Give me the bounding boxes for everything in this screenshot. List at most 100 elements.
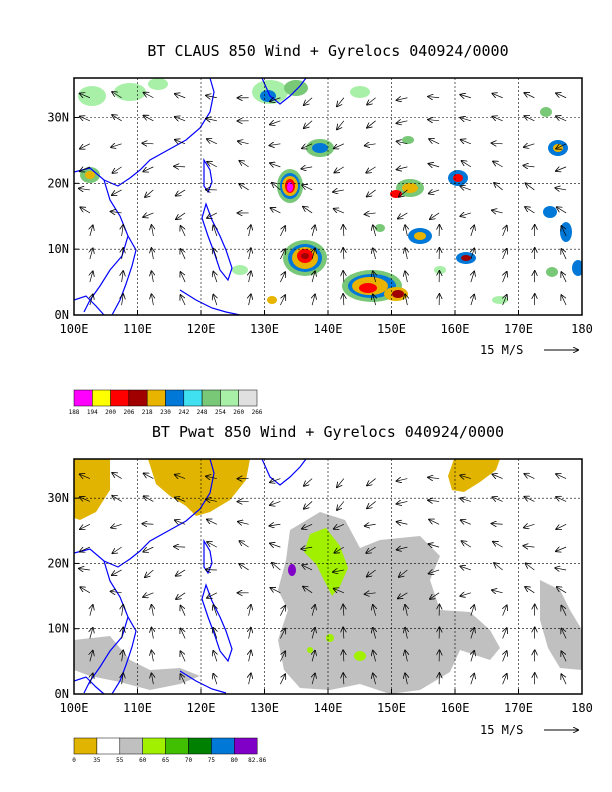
chart-1-wind-vectors [79,92,567,306]
wind-vector [471,295,474,306]
wind-vector [312,674,315,685]
wind-vector [503,226,507,237]
colorbar-label: 55 [116,757,124,764]
wind-vector [365,593,376,594]
wind-vector [525,207,535,214]
wind-vector [524,474,535,479]
colorbar-swatch [238,389,258,407]
wind-vector [492,497,503,501]
wind-vector [365,213,376,214]
wind-vector [337,120,345,130]
colorbar-label: 254 [215,409,226,416]
wind-vector [206,95,217,97]
chart-1-colorbar: 188 194 200 206 218 230 242 248 254 260 266 [69,389,263,416]
wind-vector [343,673,344,685]
x-tick-label: 180 [571,701,593,715]
wind-vector [461,140,472,144]
wind-vector [460,213,471,216]
wind-vector [556,143,567,149]
wind-vector [429,190,440,194]
wind-vector [269,524,281,526]
wind-vector [503,605,507,616]
chart-1-cloud-shading [78,78,582,304]
y-tick-label: 30N [47,111,69,125]
wind-vector [397,121,408,123]
wind-vector [122,628,124,639]
colorbar-label: 200 [105,409,116,416]
wind-vector [556,93,567,99]
colorbar-label: 230 [160,409,171,416]
wind-vector [206,499,217,501]
wind-vector [249,651,251,662]
wind-vector [144,116,154,122]
wind-vector [270,543,281,547]
wind-vector [272,183,281,191]
wind-vector [373,225,376,237]
wind-vector [80,143,91,149]
wind-vector [122,605,124,616]
wind-vector [280,629,285,639]
wind-vector [238,522,249,525]
wind-vector [180,272,186,283]
wind-vector [272,563,281,571]
wind-vector [90,295,93,306]
wind-vector [503,249,507,260]
wind-vector [556,474,567,479]
wind-vector [405,628,407,639]
wind-vector [142,143,154,144]
wind-vector [90,674,93,685]
wind-vector [366,546,376,553]
wind-vector [471,651,474,662]
colorbar-swatch [201,389,221,407]
wind-vector [144,93,154,99]
y-tick-label: 20N [47,556,69,570]
wind-vector [112,166,122,173]
wind-vector [270,479,281,483]
wind-vector [471,226,474,237]
wind-vector [492,210,503,213]
wind-vector [405,605,407,616]
wind-vector [556,547,567,551]
wind-vector [460,186,471,190]
wind-vector [145,189,154,197]
wind-vector [180,226,186,237]
wind-vector [151,605,153,616]
wind-vector [428,120,440,121]
wind-vector [80,93,91,97]
x-tick-label: 120E [187,322,216,336]
wind-vector [397,479,408,481]
wind-vector [428,477,440,478]
colorbar-swatch [234,737,258,755]
wind-vector [151,271,153,283]
x-tick-label: 180 [571,322,593,336]
wind-vector [428,97,440,98]
wind-vector [312,628,315,639]
wind-vector [206,119,217,121]
wind-vector [343,225,344,237]
wind-vector [151,651,153,662]
wind-vector [111,591,122,592]
chart-2-x-ticks: 100E 110E 120E 130E 140E 150E 160E 170E 180 [60,689,593,715]
wind-vector [503,628,507,639]
wind-vector [238,141,249,144]
wind-vector [523,166,535,167]
wind-vector [80,547,91,551]
y-tick-label: 20N [47,176,69,190]
wind-vector [460,593,471,596]
wind-vector [334,523,345,529]
colorbar-swatch [73,737,98,755]
wind-vector [270,163,281,167]
wind-vector [343,650,344,662]
wind-vector [280,606,285,616]
wind-vector [249,248,251,260]
wind-vector [207,162,218,168]
wind-vector [280,226,285,237]
wind-vector [471,674,474,685]
chart-2-colorbar: 0 35 55 60 65 70 75 80 82.86 [72,737,267,764]
x-tick-label: 140E [314,322,343,336]
colorbar-swatch [146,389,166,407]
wind-vector [176,592,186,599]
wind-vector [122,294,124,306]
colorbar-label: 194 [87,409,98,416]
wind-vector [405,673,407,685]
